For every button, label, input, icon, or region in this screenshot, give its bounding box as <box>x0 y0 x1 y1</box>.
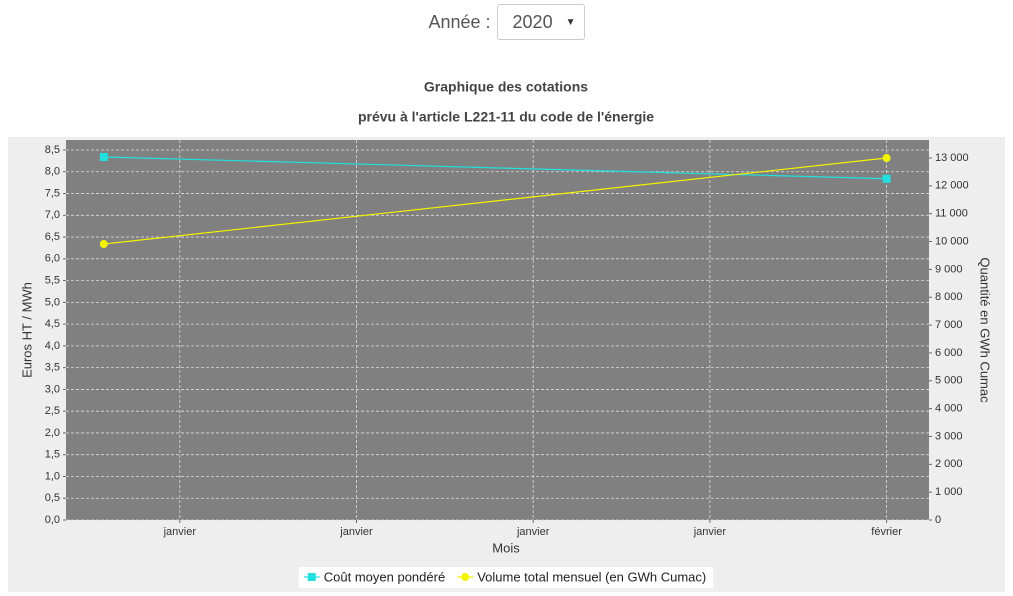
y-tick-label: 2,5 <box>45 405 60 417</box>
data-point <box>99 240 108 249</box>
chart-subtitle: prévu à l'article L221-11 du code de l'é… <box>358 109 654 125</box>
y2-tick-label: 7 000 <box>935 319 963 331</box>
y2-tick-label: 13 000 <box>935 152 969 164</box>
legend-label: Volume total mensuel (en GWh Cumac) <box>477 569 706 584</box>
y2-tick-label: 0 <box>935 514 941 526</box>
y-tick-label: 3,5 <box>45 362 60 374</box>
y-tick-label: 2,0 <box>45 427 60 439</box>
data-point <box>882 174 891 183</box>
plot-area <box>66 140 929 520</box>
y2-tick-label: 11 000 <box>935 208 968 220</box>
y-tick-label: 6,0 <box>45 253 60 265</box>
y-tick-label: 4,0 <box>45 340 60 352</box>
legend-label: Coût moyen pondéré <box>324 569 445 584</box>
y2-tick-label: 1 000 <box>935 486 963 498</box>
y2-tick-label: 2 000 <box>935 458 963 470</box>
y-tick-label: 6,5 <box>45 231 60 243</box>
dropdown-arrow: ▼ <box>565 16 576 28</box>
year-value: 2020 <box>512 11 553 32</box>
y2-tick-label: 12 000 <box>935 180 969 192</box>
y-tick-label: 8,5 <box>45 144 60 156</box>
year-select[interactable]: 2020 ▼ <box>496 4 585 40</box>
series-line <box>103 156 887 180</box>
y2-tick-label: 3 000 <box>935 430 963 442</box>
legend-swatch <box>307 573 316 581</box>
x-axis-label: Mois <box>492 540 520 555</box>
x-tick-label: janvier <box>339 526 373 538</box>
y2-tick-label: 5 000 <box>935 375 963 387</box>
x-tick-label: février <box>871 526 902 538</box>
year-label: Année : <box>428 11 491 32</box>
y-tick-label: 0,5 <box>45 492 60 504</box>
y2-tick-label: 8 000 <box>935 291 963 303</box>
data-point <box>882 153 891 162</box>
chart-title: Graphique des cotations <box>424 79 588 95</box>
y-tick-label: 4,5 <box>45 318 60 330</box>
y2-tick-label: 4 000 <box>935 403 963 415</box>
year-bar: Année : 2020 ▼ <box>0 0 1013 44</box>
y-tick-label: 8,0 <box>45 166 60 178</box>
x-tick-label: janvier <box>516 526 550 538</box>
x-tick-label: janvier <box>163 526 197 538</box>
series-line <box>103 157 887 245</box>
y2-tick-label: 10 000 <box>935 235 969 247</box>
y-tick-label: 1,5 <box>45 449 60 461</box>
data-point <box>99 152 108 161</box>
legend-swatch <box>461 573 470 581</box>
y-tick-label: 7,0 <box>45 209 60 221</box>
y-tick-label: 3,0 <box>45 383 60 395</box>
y-tick-label: 5,5 <box>45 275 60 287</box>
y-tick-label: 0,0 <box>45 514 60 526</box>
x-tick-label: janvier <box>693 526 727 538</box>
y-tick-label: 7,5 <box>45 187 60 199</box>
y-axis-label: Euros HT / MWh <box>19 282 34 378</box>
y2-tick-label: 6 000 <box>935 347 963 359</box>
y-tick-label: 5,0 <box>45 296 60 308</box>
y2-tick-label: 9 000 <box>935 263 963 275</box>
legend-box <box>298 567 714 588</box>
y2-axis-label: Quantité en GWh Cumac <box>978 257 993 403</box>
y-tick-label: 1,0 <box>45 470 60 482</box>
